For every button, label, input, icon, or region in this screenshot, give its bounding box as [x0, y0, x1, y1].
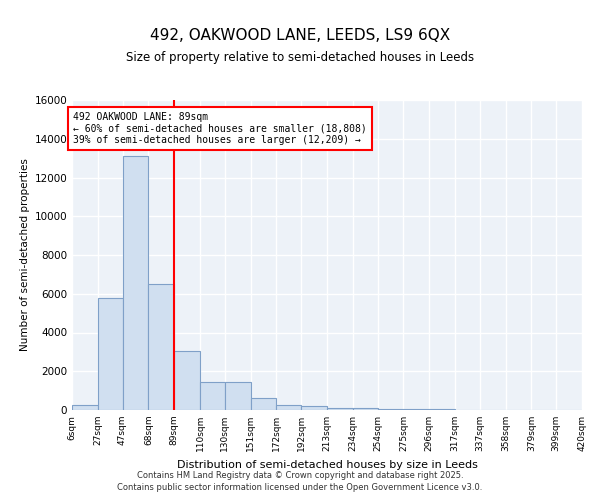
Bar — [225, 382, 251, 410]
Bar — [174, 351, 200, 410]
Text: 492 OAKWOOD LANE: 89sqm
← 60% of semi-detached houses are smaller (18,808)
39% o: 492 OAKWOOD LANE: 89sqm ← 60% of semi-de… — [73, 112, 367, 145]
Bar — [277, 404, 301, 410]
Text: Size of property relative to semi-detached houses in Leeds: Size of property relative to semi-detach… — [126, 51, 474, 64]
Text: Contains HM Land Registry data © Crown copyright and database right 2025.: Contains HM Land Registry data © Crown c… — [137, 471, 463, 480]
Bar — [148, 284, 174, 410]
Bar — [72, 405, 98, 410]
Bar — [98, 298, 122, 410]
Bar — [377, 409, 403, 410]
Bar — [403, 409, 429, 410]
Y-axis label: Number of semi-detached properties: Number of semi-detached properties — [20, 158, 30, 352]
Text: 492, OAKWOOD LANE, LEEDS, LS9 6QX: 492, OAKWOOD LANE, LEEDS, LS9 6QX — [150, 28, 450, 42]
X-axis label: Distribution of semi-detached houses by size in Leeds: Distribution of semi-detached houses by … — [176, 460, 478, 469]
Bar — [353, 408, 377, 410]
Bar — [327, 408, 353, 410]
Bar — [122, 156, 148, 410]
Bar — [251, 398, 277, 410]
Bar — [301, 406, 327, 410]
Bar — [200, 382, 225, 410]
Text: Contains public sector information licensed under the Open Government Licence v3: Contains public sector information licen… — [118, 484, 482, 492]
